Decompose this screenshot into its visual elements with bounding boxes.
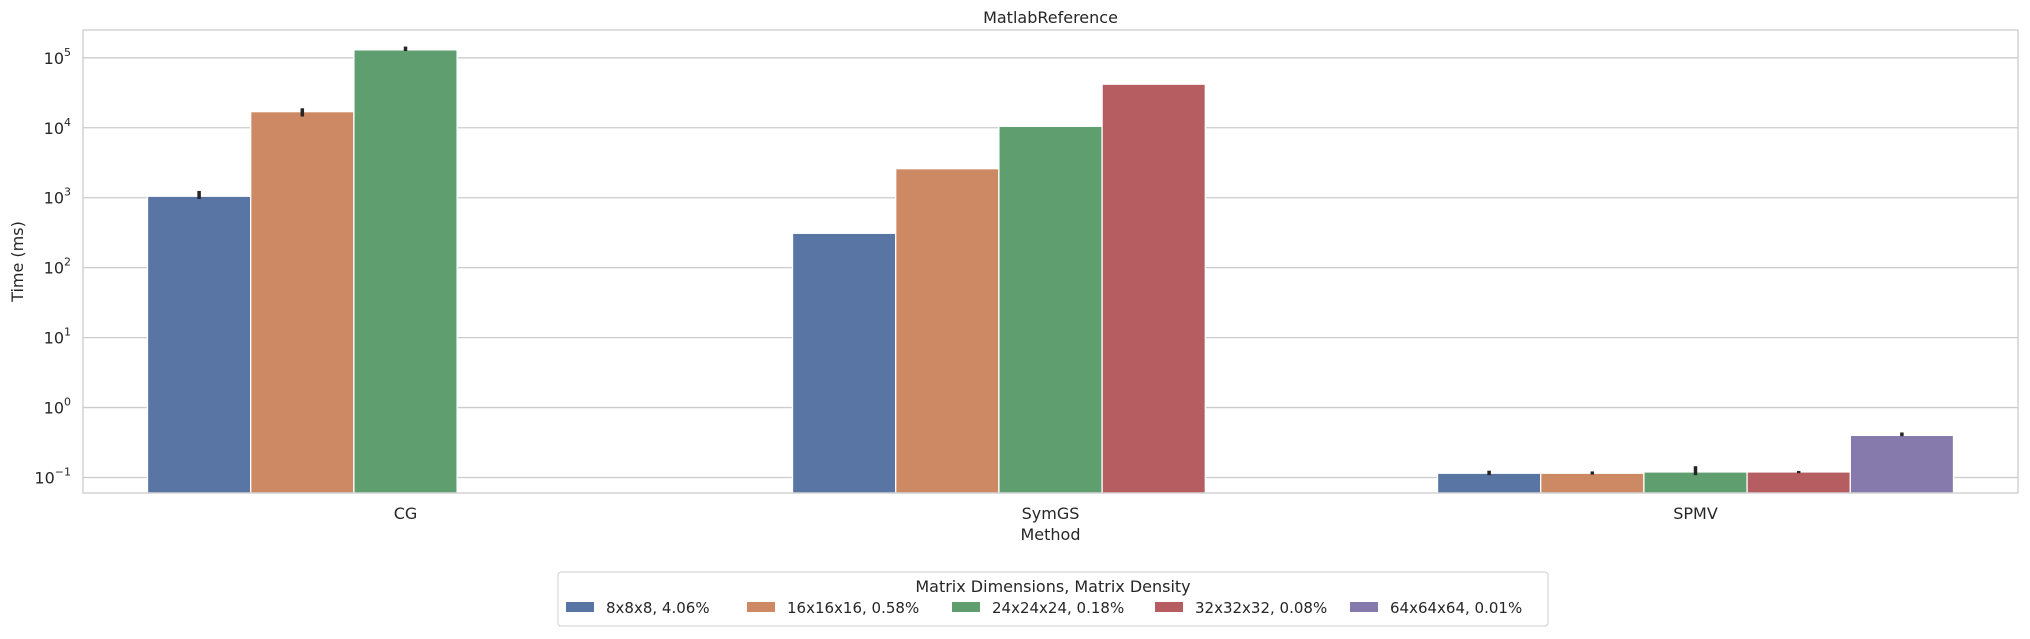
bar — [146, 195, 252, 494]
legend-swatch — [952, 602, 980, 612]
x-tick-label: SPMV — [1673, 504, 1718, 523]
x-tick-label: SymGS — [1022, 504, 1080, 523]
bar — [353, 49, 458, 494]
y-tick-label: 104 — [44, 116, 71, 138]
legend-label: 24x24x24, 0.18% — [992, 599, 1124, 617]
legend-label: 32x32x32, 0.08% — [1195, 599, 1327, 617]
legend-title: Matrix Dimensions, Matrix Density — [915, 577, 1190, 596]
y-tick-labels: 10−1 100 101 102 103 104 105 — [34, 46, 71, 488]
bar — [250, 111, 355, 494]
y-tick-label: 100 — [44, 396, 71, 418]
legend-label: 64x64x64, 0.01% — [1390, 599, 1522, 617]
bar — [1746, 471, 1851, 494]
x-tick-label: CG — [394, 504, 418, 523]
x-axis-label: Method — [1020, 525, 1080, 544]
legend-items: 8x8x8, 4.06% 16x16x16, 0.58% 24x24x24, 0.1… — [566, 599, 1522, 617]
error-bar-layer — [197, 46, 1904, 476]
legend-box — [557, 571, 1549, 627]
bar — [895, 168, 1000, 494]
legend-label: 8x8x8, 4.06% — [606, 599, 710, 617]
bar — [998, 125, 1103, 494]
bar-layer — [146, 49, 1955, 494]
y-axis-label: Time (ms) — [8, 221, 27, 303]
y-tick-label: 101 — [44, 326, 71, 348]
bar — [1101, 83, 1206, 494]
legend-label: 16x16x16, 0.58% — [787, 599, 919, 617]
legend-swatch — [747, 602, 775, 612]
x-tick-labels: CG SymGS SPMV — [394, 504, 1718, 523]
bar — [1540, 472, 1645, 494]
bar — [791, 232, 897, 494]
chart-title: MatlabReference — [983, 8, 1118, 27]
bar — [1436, 472, 1542, 494]
y-tick-label: 103 — [44, 186, 71, 208]
y-tick-label: 105 — [44, 46, 71, 68]
y-tick-label: 102 — [44, 256, 71, 278]
y-tick-label: 10−1 — [34, 465, 71, 487]
legend-swatch — [566, 602, 594, 612]
plot-frame — [82, 29, 2019, 494]
bar — [1849, 434, 1955, 494]
legend-swatch — [1155, 602, 1183, 612]
legend-swatch — [1350, 602, 1378, 612]
legend: Matrix Dimensions, Matrix Density 8x8x8,… — [557, 571, 1549, 627]
